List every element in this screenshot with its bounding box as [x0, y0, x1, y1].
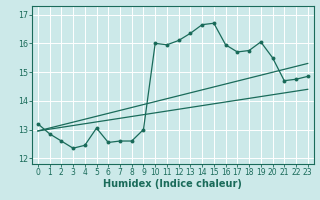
X-axis label: Humidex (Indice chaleur): Humidex (Indice chaleur)	[103, 179, 242, 189]
